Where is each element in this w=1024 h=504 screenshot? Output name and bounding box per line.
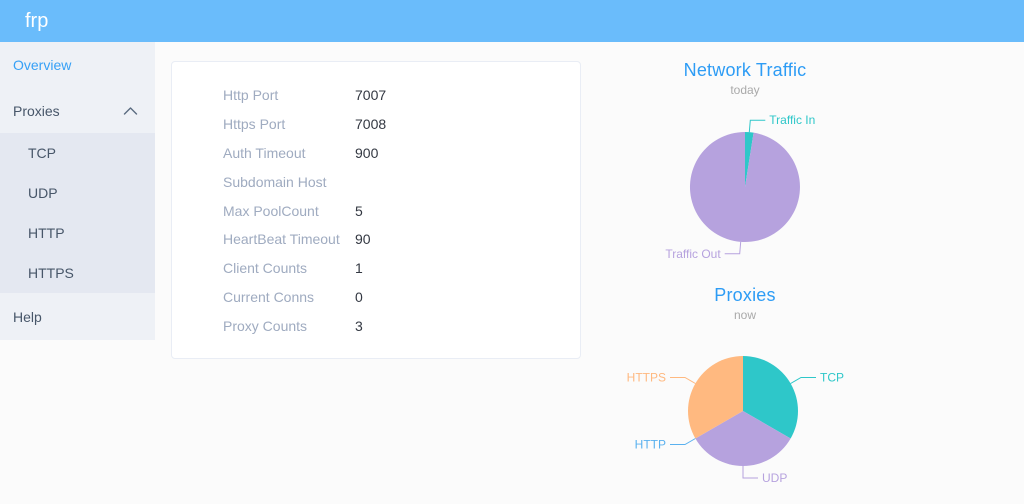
config-label: Auth Timeout <box>223 144 306 161</box>
sidebar-item-overview-label: Overview <box>13 57 72 73</box>
sidebar-item-https[interactable]: HTTPS <box>28 265 74 281</box>
sidebar-item-proxies-label: Proxies <box>13 102 60 119</box>
pie-label-http: HTTP <box>635 438 666 452</box>
config-row-proxy-counts: Proxy Counts 3 <box>172 311 580 340</box>
sidebar-item-udp[interactable]: UDP <box>28 185 58 201</box>
config-row-auth-timeout: Auth Timeout 900 <box>172 139 580 168</box>
config-value: 1 <box>355 260 363 277</box>
network-traffic-subtitle: today <box>730 83 760 97</box>
pie-label-udp: UDP <box>762 471 787 485</box>
sidebar-item-overview[interactable]: Overview <box>0 42 155 88</box>
pie-slice-tcp[interactable] <box>743 356 798 439</box>
proxies-submenu: TCP UDP HTTP HTTPS <box>0 133 155 293</box>
config-row-current-conns: Current Conns 0 <box>172 283 580 312</box>
app-header: frp <box>0 0 1024 42</box>
config-row-subdomain-host: Subdomain Host <box>172 167 580 196</box>
pie-label-traffic-in: Traffic In <box>769 113 815 127</box>
config-label: Subdomain Host <box>223 173 327 190</box>
pie-label-https: HTTPS <box>627 371 666 385</box>
config-row-max-poolcount: Max PoolCount 5 <box>172 196 580 225</box>
config-value: 0 <box>355 288 363 305</box>
config-value: 90 <box>355 231 371 248</box>
config-value: 900 <box>355 144 379 161</box>
config-row-https-port: Https Port 7008 <box>172 110 580 139</box>
sidebar-item-tcp[interactable]: TCP <box>28 145 56 161</box>
pie-label-traffic-out: Traffic Out <box>665 247 721 261</box>
config-value: 7008 <box>355 116 387 133</box>
server-info-rows: Http Port 7007 Https Port 7008 Auth Timeout 9… <box>172 81 580 340</box>
network-traffic-chart: Network Traffic today Traffic In Traffic … <box>595 58 895 274</box>
config-row-client-counts: Client Counts 1 <box>172 254 580 283</box>
pie-label-line-udp <box>742 466 758 479</box>
config-value: 3 <box>355 317 363 334</box>
config-label: Client Counts <box>223 260 308 277</box>
pie-label-line-traffic-in <box>748 119 766 133</box>
pie-slice-traffic-out[interactable] <box>689 131 800 242</box>
pie-label-tcp: TCP <box>820 371 844 385</box>
sidebar: Overview Proxies TCP UDP HTTP HTTPS Help <box>0 42 155 340</box>
sidebar-item-help[interactable]: Help <box>0 293 155 340</box>
pie-slice-traffic-in[interactable] <box>745 132 754 187</box>
pie-slice-https[interactable] <box>688 356 743 439</box>
sidebar-menu: Overview Proxies TCP UDP HTTP HTTPS Help <box>0 42 155 340</box>
pie-label-line-traffic-out <box>724 241 742 255</box>
sidebar-item-http[interactable]: HTTP <box>28 225 65 241</box>
config-label: Max PoolCount <box>223 202 319 219</box>
proxies-chart: Proxies now TCP UDP HTTP HTTPS <box>595 283 895 504</box>
server-info-card: Http Port 7007 Https Port 7008 Auth Timeout 9… <box>171 61 581 359</box>
network-traffic-title: Network Traffic <box>683 60 807 80</box>
network-traffic-pie[interactable]: Traffic In Traffic Out <box>595 106 895 274</box>
pie-label-line-http <box>670 438 696 445</box>
pie-label-line-tcp <box>790 377 816 384</box>
config-label: HeartBeat Timeout <box>223 231 340 248</box>
app-title: frp <box>25 10 49 32</box>
sidebar-item-proxies[interactable]: Proxies <box>0 88 155 133</box>
config-label: Https Port <box>223 116 286 133</box>
pie-label-line-https <box>670 377 696 384</box>
proxies-subtitle: now <box>733 308 756 322</box>
proxies-pie[interactable]: TCP UDP HTTP HTTPS <box>595 331 895 504</box>
config-row-heartbeat-timeout: HeartBeat Timeout 90 <box>172 225 580 254</box>
chevron-up-icon <box>123 106 138 115</box>
config-value: 5 <box>355 202 363 219</box>
config-label: Proxy Counts <box>223 317 308 334</box>
config-row-http-port: Http Port 7007 <box>172 81 580 110</box>
proxies-title: Proxies <box>714 285 776 305</box>
config-label: Current Conns <box>223 288 315 305</box>
pie-slice-udp[interactable] <box>695 411 791 466</box>
config-value: 7007 <box>355 87 387 104</box>
sidebar-item-help-label: Help <box>13 308 42 325</box>
config-label: Http Port <box>223 87 279 104</box>
